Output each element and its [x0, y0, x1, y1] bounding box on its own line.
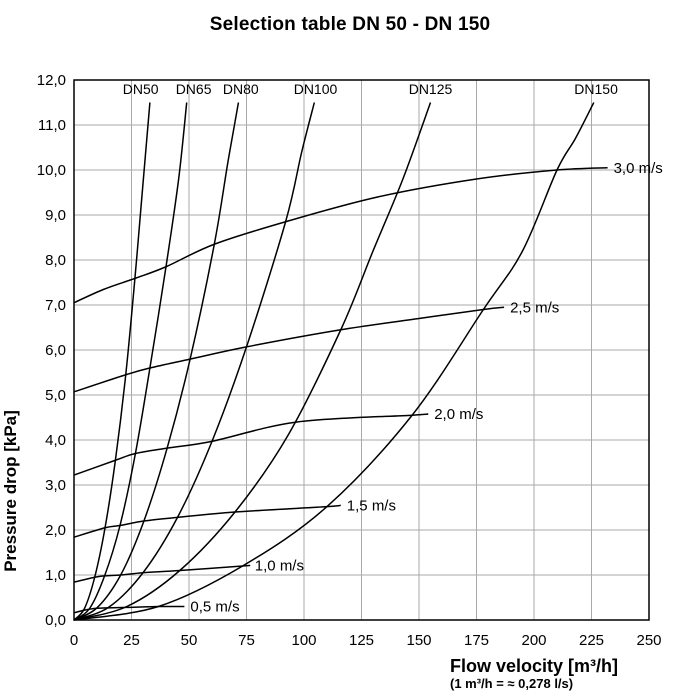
x-tick-label: 25 [123, 632, 140, 649]
velocity-curve-label: 3,0 m/s [614, 160, 663, 177]
x-axis-unit-note: (1 m³/h = ≈ 0,278 l/s) [450, 675, 574, 691]
x-tick-label: 75 [238, 632, 255, 649]
x-tick-label: 175 [464, 632, 489, 649]
velocity-curve-label: 2,0 m/s [434, 406, 483, 423]
y-axis-title: Pressure drop [kPa] [1, 410, 20, 572]
dn-curve-DN65 [73, 102, 188, 621]
y-tick-label: 8,0 [45, 252, 66, 269]
dn-curve-DN150 [73, 102, 595, 621]
x-tick-label: 100 [291, 632, 316, 649]
dn-curve-label: DN80 [223, 81, 259, 97]
x-tick-label: 0 [70, 632, 78, 649]
y-tick-label: 11,0 [38, 117, 66, 134]
velocity-curve-label: 2,5 m/s [510, 299, 559, 316]
velocity-curve-2.0 [73, 413, 429, 476]
x-tick-label: 50 [181, 632, 198, 649]
velocity-curve-3.0 [73, 167, 608, 304]
x-axis-title: Flow velocity [m³/h] [450, 656, 619, 676]
y-tick-label: 0,0 [45, 612, 66, 629]
dn-curve-DN80 [73, 102, 240, 621]
y-tick-label: 10,0 [37, 162, 66, 179]
y-tick-label: 1,0 [45, 567, 66, 584]
y-tick-label: 5,0 [45, 387, 66, 404]
plot-border [73, 79, 650, 621]
velocity-curve-1.0 [73, 564, 251, 583]
y-tick-label: 12,0 [37, 72, 66, 89]
dn-curve-DN100 [73, 102, 316, 621]
velocity-curve-label: 1,5 m/s [347, 497, 396, 514]
velocity-curve-label: 0,5 m/s [190, 599, 239, 616]
x-tick-label: 250 [636, 632, 661, 649]
x-axis-title-block: Flow velocity [m³/h] (1 m³/h = ≈ 0,278 l… [450, 656, 618, 692]
dn-curve-DN125 [73, 102, 432, 621]
dn-curve-label: DN150 [574, 81, 618, 97]
y-tick-label: 6,0 [45, 342, 66, 359]
y-tick-label: 2,0 [45, 522, 66, 539]
x-tick-label: 150 [406, 632, 431, 649]
velocity-curve-2.5 [73, 306, 505, 393]
dn-curve-label: DN65 [176, 81, 212, 97]
velocity-curve-1.5 [73, 504, 341, 538]
chart-title: Selection table DN 50 - DN 150 [209, 14, 491, 35]
dn-curve-label: DN100 [294, 81, 338, 97]
dn-curve-label: DN125 [409, 81, 453, 97]
dn-curve-label: DN50 [123, 81, 159, 97]
y-tick-label: 3,0 [45, 477, 66, 494]
y-tick-label: 9,0 [45, 207, 66, 224]
x-tick-label: 225 [579, 632, 604, 649]
y-tick-label: 4,0 [45, 432, 66, 449]
y-tick-label: 7,0 [45, 297, 66, 314]
x-tick-label: 125 [349, 632, 374, 649]
velocity-curve-label: 1,0 m/s [255, 558, 304, 575]
x-tick-label: 200 [521, 632, 546, 649]
dn-curve-DN50 [73, 102, 151, 621]
